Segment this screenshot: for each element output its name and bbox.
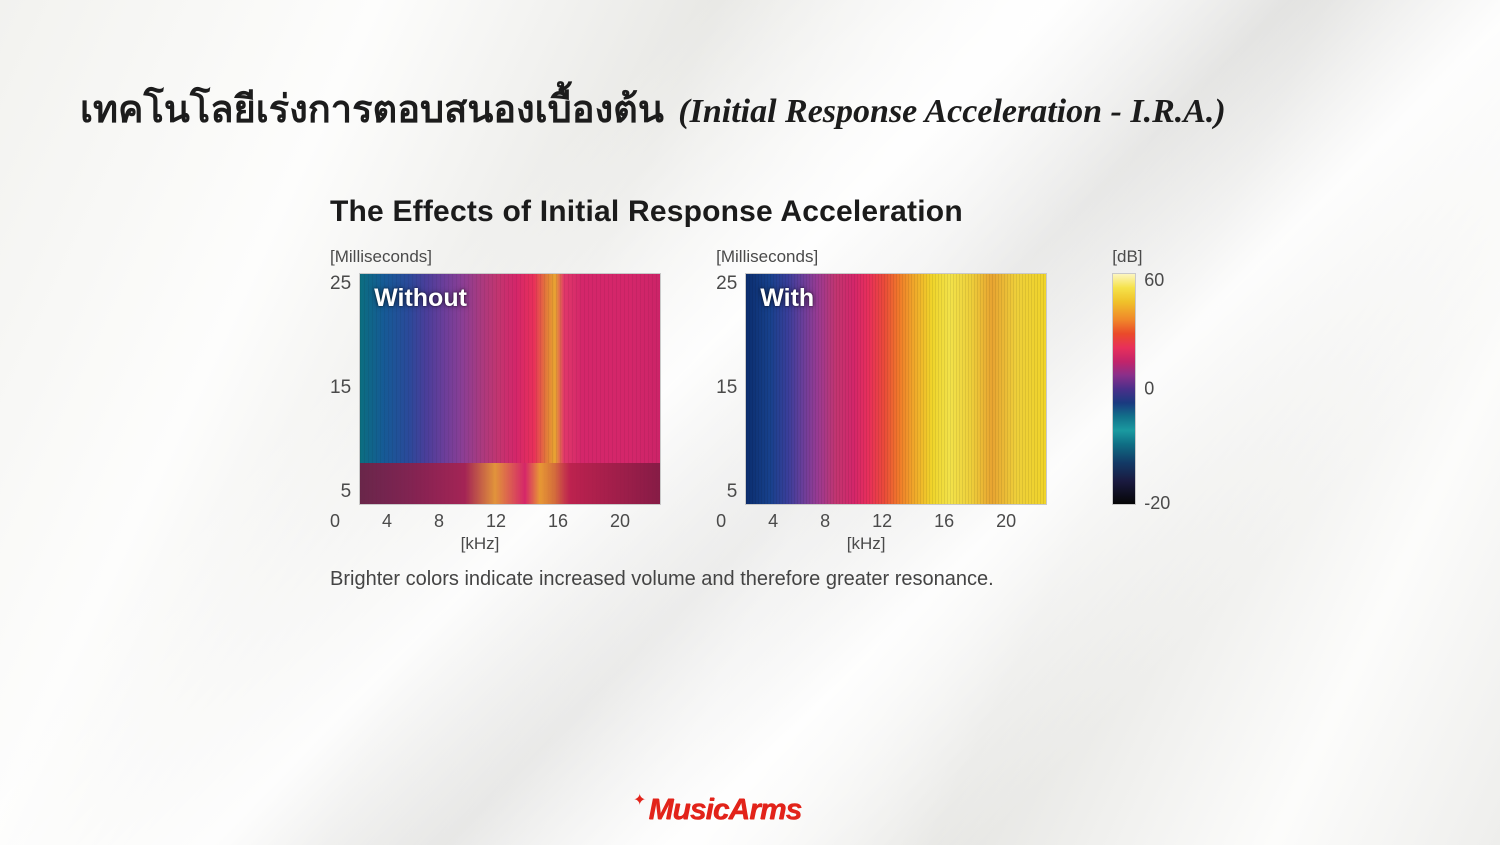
- y-axis-ticks-with: 25 15 5: [716, 273, 745, 505]
- english-subtitle-text: (Initial Response Acceleration - I.R.A.): [678, 93, 1225, 130]
- badge-without: Without: [374, 284, 467, 313]
- star-icon: ✦: [633, 790, 646, 810]
- chart-caption: Brighter colors indicate increased volum…: [330, 568, 994, 591]
- khz-label-without: [kHz]: [330, 534, 630, 554]
- y-axis-ticks-without: 25 15 5: [330, 273, 359, 505]
- db-label: [dB]: [1112, 247, 1144, 267]
- x-axis-ticks-with: 0 4 8 12 16 20: [716, 505, 1016, 532]
- panel-without: [Milliseconds] 25 15 5 Without 0 4 8 12: [330, 247, 661, 554]
- ms-label-without: [Milliseconds]: [330, 247, 661, 267]
- spectrogram-without[interactable]: Without: [359, 273, 661, 505]
- slide-background: เทคโนโลยีเร่งการตอบสนองเบื้องต้น (Initia…: [0, 0, 1500, 845]
- khz-label-with: [kHz]: [716, 534, 1016, 554]
- x-axis-ticks-without: 0 4 8 12 16 20: [330, 505, 630, 532]
- colorbar-block: [dB] 60 0 -20: [1112, 247, 1144, 505]
- chart-heading: The Effects of Initial Response Accelera…: [330, 195, 1190, 229]
- title-bar: เทคโนโลยีเร่งการตอบสนองเบื้องต้น (Initia…: [80, 78, 1460, 139]
- colorbar-gradient: [1112, 273, 1136, 505]
- thai-title-text: เทคโนโลยีเร่งการตอบสนองเบื้องต้น: [80, 89, 664, 131]
- panel-with: [Milliseconds] 25 15 5 With 0 4 8 12: [716, 247, 1047, 554]
- charts-row: [Milliseconds] 25 15 5 Without 0 4 8 12: [330, 247, 1190, 554]
- brand-logo[interactable]: ✦ MusicArms: [633, 793, 801, 827]
- ms-label-with: [Milliseconds]: [716, 247, 1047, 267]
- chart-card: The Effects of Initial Response Accelera…: [330, 195, 1190, 554]
- brand-logo-text: MusicArms: [648, 793, 801, 827]
- badge-with: With: [760, 284, 814, 313]
- spectrogram-with[interactable]: With: [745, 273, 1047, 505]
